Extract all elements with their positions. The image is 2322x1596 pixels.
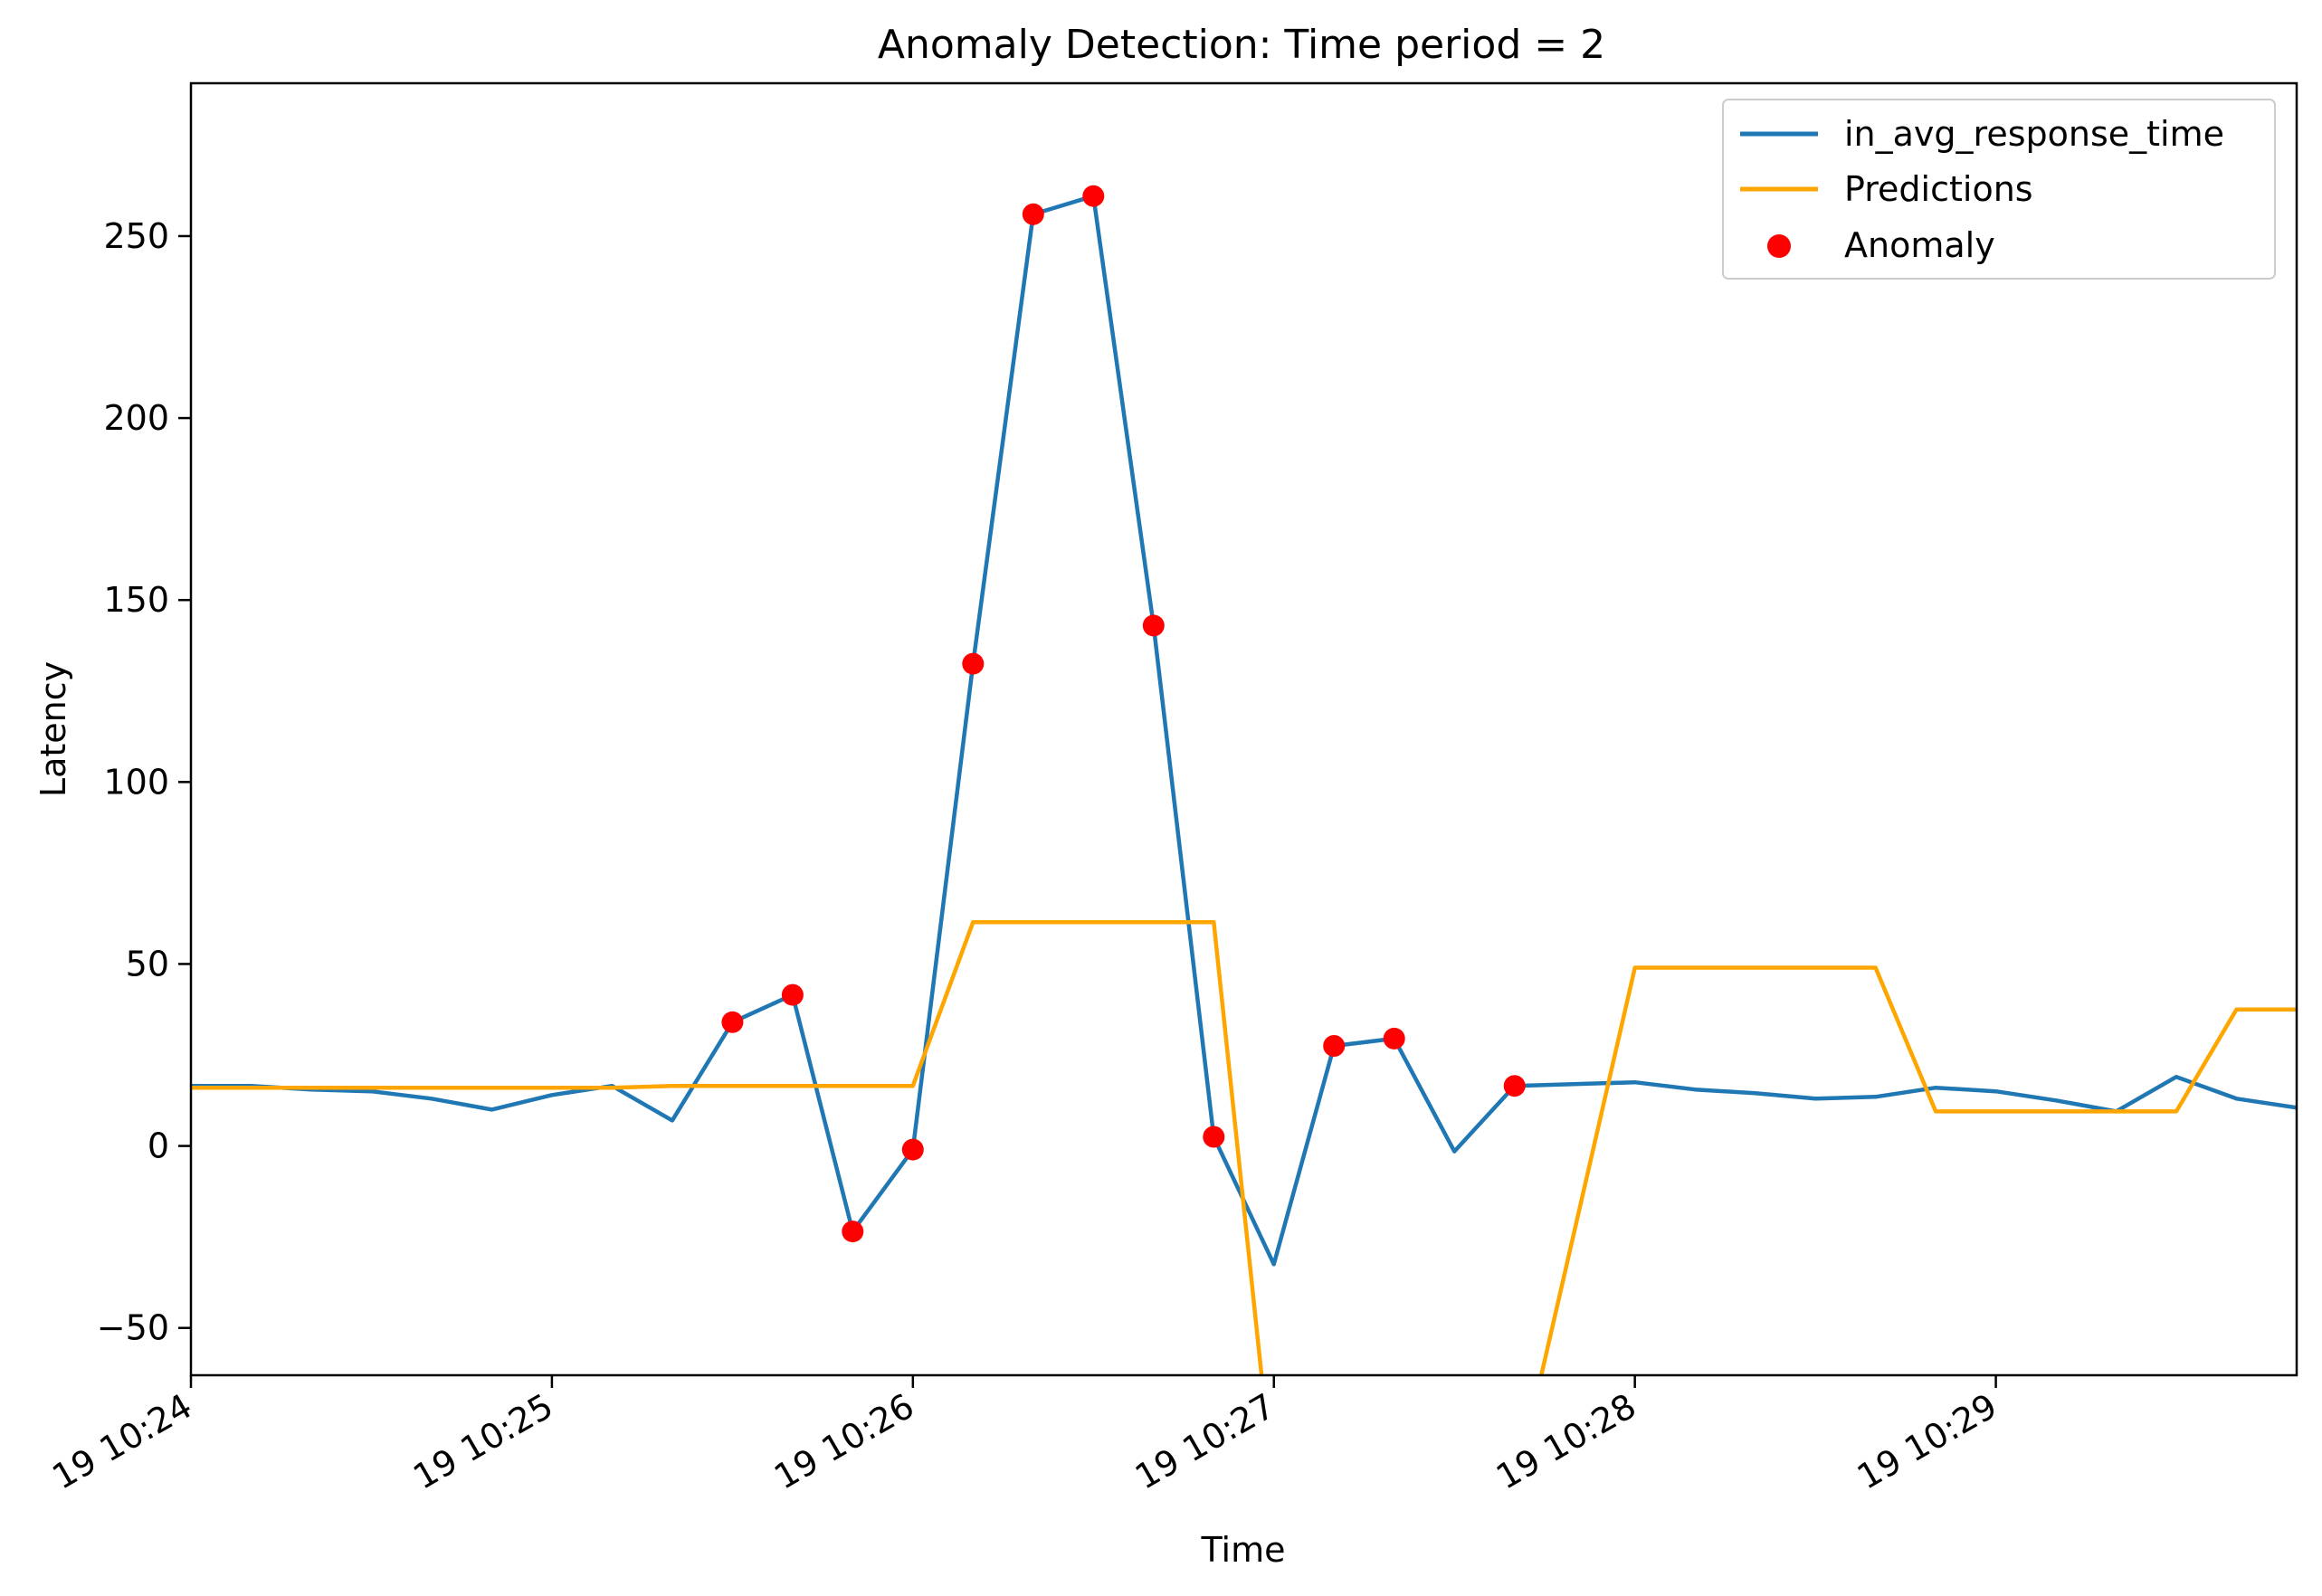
- anomaly-point-1: [721, 1011, 744, 1033]
- y-tick-label-6: 200: [103, 398, 169, 438]
- anomaly-point-11: [1383, 1027, 1405, 1050]
- y-tick-label-3: 50: [126, 944, 169, 983]
- plot-frame: [189, 81, 2298, 1377]
- y-tick-label-7: 250: [103, 216, 169, 256]
- y-tick-label-1: −50: [97, 1308, 169, 1348]
- chart-title: Anomaly Detection: Time period = 2: [878, 22, 1605, 68]
- legend-label-series-2: Predictions: [1844, 169, 2033, 209]
- anomaly-point-12: [1503, 1075, 1526, 1097]
- anomaly-point-3: [842, 1221, 864, 1243]
- legend-label-series-3: Anomaly: [1844, 225, 1995, 265]
- plot-area: [189, 81, 2298, 1377]
- anomaly-point-5: [962, 652, 985, 675]
- anomaly-point-2: [781, 983, 804, 1006]
- y-tick-label-4: 100: [103, 762, 169, 802]
- x-axis-label: Time: [1201, 1530, 1286, 1570]
- y-axis-label: Latency: [33, 661, 73, 797]
- anomaly-point-8: [1142, 614, 1165, 637]
- legend-box: [1722, 99, 2276, 280]
- anomaly-point-4: [901, 1138, 924, 1161]
- legend-marker-series-3: [1767, 234, 1791, 258]
- anomaly-point-6: [1022, 203, 1044, 225]
- legend: in_avg_response_time Predictions Anomaly: [1722, 99, 2276, 280]
- anomaly-point-9: [1203, 1126, 1225, 1148]
- anomaly-point-7: [1082, 185, 1105, 207]
- y-tick-label-5: 150: [103, 580, 169, 620]
- y-axis: −50 0 50 100 150 200 250: [97, 216, 191, 1348]
- y-tick-label-2: 0: [148, 1126, 169, 1166]
- legend-label-series-1: in_avg_response_time: [1844, 114, 2224, 154]
- anomaly-point-10: [1323, 1035, 1346, 1057]
- series-line-2: [191, 919, 2297, 1375]
